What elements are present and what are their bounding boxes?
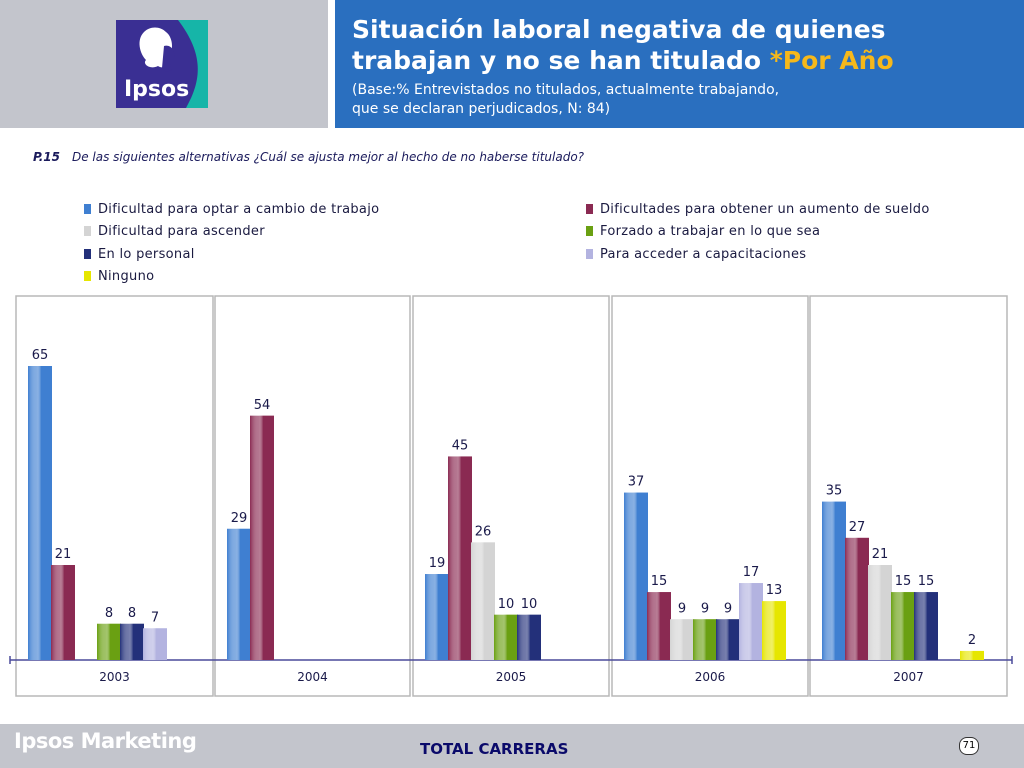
header-separator — [328, 0, 335, 128]
data-label: 45 — [452, 438, 469, 453]
bar-shading — [448, 456, 472, 660]
bar-shading — [914, 592, 938, 660]
footer-bar — [0, 724, 1024, 768]
bar-shading — [517, 614, 541, 660]
category-label: 2003 — [99, 670, 130, 684]
data-label: 54 — [254, 398, 271, 413]
title-accent: *Por Año — [769, 46, 894, 75]
survey-question: P.15 De las siguientes alternativas ¿Cuál… — [33, 150, 993, 164]
data-label: 65 — [32, 348, 49, 363]
header-title-panel — [335, 0, 1024, 128]
page-subtitle: (Base:% Entrevistados no titulados, actu… — [352, 81, 1012, 119]
bar-shading — [51, 565, 75, 660]
legend-item-ascender: Dificultad para ascender — [84, 224, 265, 239]
legend-swatch — [84, 226, 91, 236]
bar-shading — [670, 619, 694, 660]
data-label: 15 — [895, 574, 912, 589]
bar-shading — [120, 623, 144, 660]
bar-shading — [693, 619, 717, 660]
question-text: De las siguientes alternativas ¿Cuál se … — [71, 150, 585, 164]
legend-label: Dificultades para obtener un aumento de … — [600, 202, 930, 217]
legend-item-forzado: Forzado a trabajar en lo que sea — [586, 224, 820, 239]
data-label: 21 — [55, 547, 72, 562]
data-label: 10 — [498, 597, 515, 612]
data-label: 17 — [743, 565, 760, 580]
data-label: 9 — [678, 601, 686, 616]
bar-shading — [494, 614, 518, 660]
data-label: 10 — [521, 597, 538, 612]
data-label: 19 — [429, 556, 446, 571]
ipsos-logo: Ipsos — [116, 20, 208, 108]
bar-shading — [250, 415, 274, 660]
panel-frame — [412, 295, 610, 697]
legend-swatch — [586, 249, 593, 259]
logo-text: Ipsos — [124, 77, 189, 102]
bar-shading — [891, 592, 915, 660]
data-label: 13 — [766, 583, 783, 598]
category-label: 2007 — [893, 670, 924, 684]
subtitle-line-1: (Base:% Entrevistados no titulados, actu… — [352, 82, 780, 98]
legend-swatch — [586, 204, 593, 214]
legend-item-ninguno: Ninguno — [84, 269, 154, 284]
panel-frame — [809, 295, 1008, 697]
legend-label: Dificultad para ascender — [98, 224, 265, 239]
legend-item-personal: En lo personal — [84, 247, 195, 262]
page-number: 71 — [959, 737, 979, 755]
subtitle-line-2: que se declaran perjudicados, N: 84) — [352, 101, 611, 117]
footer-brand: Ipsos Marketing — [14, 729, 197, 753]
bar-shading — [471, 542, 495, 660]
data-label: 29 — [231, 511, 248, 526]
bar-shading — [28, 366, 52, 660]
category-label: 2006 — [695, 670, 726, 684]
legend-label: Forzado a trabajar en lo que sea — [600, 224, 821, 239]
bar-shading — [845, 537, 869, 660]
category-label: 2005 — [496, 670, 527, 684]
legend-item-aumento-sueldo: Dificultades para obtener un aumento de … — [586, 202, 930, 217]
bar-shading — [822, 501, 846, 660]
category-label: 2004 — [297, 670, 328, 684]
bar-shading — [762, 601, 786, 660]
panel-frame — [15, 295, 214, 697]
legend-label: Para acceder a capacitaciones — [600, 247, 807, 262]
footer-total-label: TOTAL CARRERAS — [420, 740, 569, 758]
data-label: 9 — [724, 601, 732, 616]
legend-label: Dificultad para optar a cambio de trabaj… — [98, 202, 380, 217]
bar-shading — [960, 650, 984, 660]
bar-shading — [716, 619, 740, 660]
legend-item-capacitaciones: Para acceder a capacitaciones — [586, 247, 806, 262]
panel-frame — [611, 295, 809, 697]
data-label: 21 — [872, 547, 889, 562]
data-label: 27 — [849, 520, 866, 535]
legend-label: Ninguno — [98, 269, 155, 284]
bar-shading — [739, 583, 763, 660]
title-main: Situación laboral negativa de quienes tr… — [352, 15, 886, 75]
bar-shading — [647, 592, 671, 660]
panel-frame — [214, 295, 411, 697]
data-label: 8 — [128, 606, 136, 621]
legend-swatch — [84, 271, 91, 281]
data-label: 35 — [826, 484, 843, 499]
bar-shading — [624, 492, 648, 660]
question-code: P.15 — [33, 150, 60, 164]
legend-item-cambio-trabajo: Dificultad para optar a cambio de trabaj… — [84, 202, 379, 217]
data-label: 15 — [651, 574, 668, 589]
bar-shading — [425, 574, 449, 660]
bar-shading — [227, 528, 251, 660]
legend-swatch — [84, 249, 91, 259]
bar-shading — [143, 628, 167, 660]
legend-swatch — [586, 226, 593, 236]
bar-shading — [97, 623, 121, 660]
data-label: 37 — [628, 475, 645, 490]
data-label: 7 — [151, 610, 159, 625]
data-label: 8 — [105, 606, 113, 621]
data-label: 15 — [918, 574, 935, 589]
legend-label: En lo personal — [98, 247, 195, 262]
data-label: 26 — [475, 524, 492, 539]
data-label: 2 — [968, 633, 976, 648]
bar-shading — [868, 565, 892, 660]
page-title: Situación laboral negativa de quienes tr… — [352, 14, 1012, 76]
legend-swatch — [84, 204, 91, 214]
data-label: 9 — [701, 601, 709, 616]
